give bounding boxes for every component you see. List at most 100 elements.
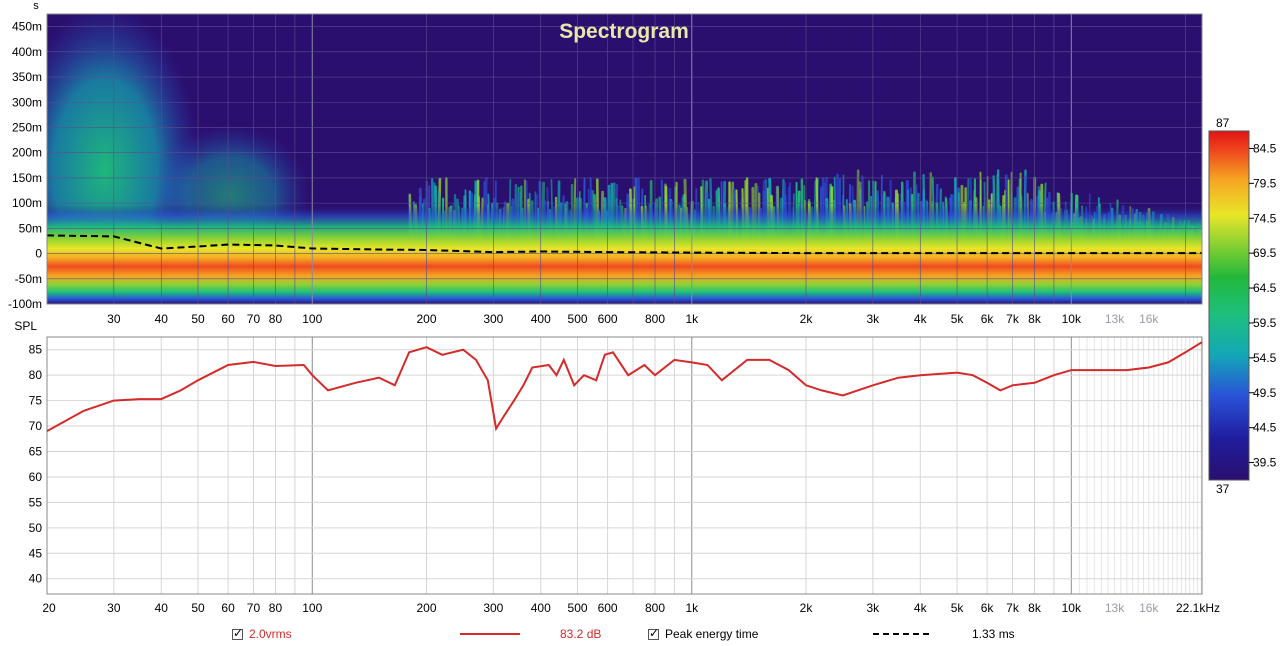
spl-y-tick-label: 40 [29, 572, 43, 586]
spl-x-tick-label: 8k [1028, 601, 1042, 615]
spectrogram-y-tick-label: -100m [8, 297, 42, 311]
spl-x-tick-label: 200 [416, 601, 436, 615]
colorbar-tick-label: 44.5 [1253, 421, 1277, 435]
peak-energy-value: 1.33 ms [972, 627, 1015, 641]
peak-energy-time-line [46, 234, 1202, 255]
spectrogram-y-tick-label: -50m [15, 272, 42, 286]
spl-x-tick-label: 80 [269, 601, 283, 615]
spl-x-tick-label: 1k [685, 601, 699, 615]
spectrogram-x-tick-label: 6k [981, 312, 995, 326]
peak-energy-label: Peak energy time [665, 627, 759, 641]
peak-dash-sample [873, 633, 929, 635]
spl-x-ticks: 20 30 40 50 60 70 80 100 200 300 400 500 600 800 1k 2k 3… [42, 601, 1220, 615]
colorbar-tick-label: 54.5 [1253, 351, 1277, 365]
spl-x-tick-label: 70 [247, 601, 261, 615]
peak-energy-toggle[interactable]: Peak energy time [648, 624, 758, 644]
spectrogram-y-tick-label: 100m [12, 196, 42, 210]
spectrogram-y-tick-label: 150m [12, 171, 42, 185]
spectrogram-x-ticks: 30 40 50 60 70 80 100 200 300 400 500 600 800 1k 2k 3k 4… [107, 312, 1159, 326]
spectrogram-y-tick-label: 0 [35, 247, 42, 261]
spectrogram-x-tick-label: 40 [155, 312, 169, 326]
spectrogram-y-tick-label: 50m [19, 221, 42, 235]
spl-x-tick-label: 40 [155, 601, 169, 615]
colorbar-min-label: 37 [1216, 482, 1230, 496]
colorbar-tick-label: 74.5 [1253, 211, 1277, 225]
spectrogram-x-tick-label: 7k [1006, 312, 1020, 326]
spectrogram-y-tick-label: 250m [12, 120, 42, 134]
spl-y-tick-label: 55 [29, 495, 43, 509]
spectrogram-x-tick-label: 70 [247, 312, 261, 326]
spl-y-axis-label: SPL [14, 319, 37, 333]
spl-x-tick-label: 300 [483, 601, 503, 615]
spectrogram-y-tick-label: 450m [12, 20, 42, 34]
spectrogram-x-tick-label: 13k [1105, 312, 1125, 326]
spl-x-tick-label: 600 [598, 601, 618, 615]
spectrogram-x-tick-label: 80 [269, 312, 283, 326]
spl-x-tick-label: 16k [1139, 601, 1159, 615]
spectrogram-heatmap [47, 14, 1202, 304]
spl-x-tick-label: 3k [867, 601, 881, 615]
spl-y-tick-label: 75 [29, 394, 43, 408]
spectrogram-y-unit: s [33, 0, 39, 12]
spectrogram-x-tick-label: 10k [1062, 312, 1082, 326]
spl-series-line [46, 341, 1203, 432]
level-label: 2.0vrms [249, 627, 292, 641]
spl-y-tick-label: 50 [29, 521, 43, 535]
spl-x-tick-label: 7k [1006, 601, 1020, 615]
colorbar-tick-label: 39.5 [1253, 456, 1277, 470]
spectrogram-chart: Spectrogram s 450m 400m 350m 300m 250m 200m 15… [8, 0, 1277, 615]
spectrogram-y-tick-label: 400m [12, 45, 42, 59]
colorbar-tick-label: 49.5 [1253, 386, 1277, 400]
spl-y-ticks: 85 80 75 70 65 60 55 50 45 40 [29, 343, 43, 586]
spectrogram-x-tick-label: 300 [483, 312, 503, 326]
spectrogram-x-tick-label: 200 [416, 312, 436, 326]
spl-legend-swatch [460, 624, 520, 644]
spl-panel: SPL 85 80 75 70 65 60 55 50 45 40 20 30 40 50 60 70 80 1… [14, 319, 1220, 615]
legend: 2.0vrms 83.2 dB Peak energy time 1.33 ms [0, 624, 1284, 644]
spectrogram-x-tick-label: 100 [302, 312, 322, 326]
spl-x-tick-label: 60 [221, 601, 235, 615]
spectrogram-x-tick-label: 60 [221, 312, 235, 326]
spectrogram-energy-band [47, 205, 1202, 304]
spectrogram-y-tick-label: 200m [12, 146, 42, 160]
spectrogram-y-ticks: 450m 400m 350m 300m 250m 200m 150m 100m 50m 0 -50m… [8, 20, 42, 311]
spl-x-tick-label: 6k [981, 601, 995, 615]
peak-legend-swatch [873, 624, 929, 644]
spectrogram-x-tick-label: 4k [914, 312, 928, 326]
spl-x-tick-label: 500 [568, 601, 588, 615]
spl-grid [46, 337, 1202, 594]
colorbar-tick-label: 64.5 [1253, 281, 1277, 295]
spl-legend-value: 83.2 dB [560, 624, 601, 644]
colorbar-max-label: 87 [1216, 116, 1230, 130]
spectrogram-y-tick-label: 350m [12, 70, 42, 84]
peak-legend-value: 1.33 ms [972, 624, 1015, 644]
level-toggle[interactable]: 2.0vrms [232, 624, 292, 644]
spectrogram-x-tick-label: 50 [191, 312, 205, 326]
spectrogram-x-tick-label: 500 [568, 312, 588, 326]
spl-x-tick-label: 30 [107, 601, 121, 615]
colorbar-tick-label: 59.5 [1253, 316, 1277, 330]
spectrogram-x-tick-label: 3k [867, 312, 881, 326]
spectrogram-x-tick-label: 800 [645, 312, 665, 326]
level-checkbox[interactable] [232, 626, 243, 640]
spl-y-tick-label: 65 [29, 445, 43, 459]
spectrogram-title: Spectrogram [559, 20, 689, 43]
colorbar: 87 37 84.5 79.5 74.5 69.5 64.5 59.5 54.5 49.5 44… [1208, 116, 1277, 496]
spl-y-tick-label: 45 [29, 546, 43, 560]
colorbar-tick-label: 69.5 [1253, 246, 1277, 260]
spl-y-tick-label: 80 [29, 368, 43, 382]
spl-x-tick-label: 13k [1105, 601, 1125, 615]
spectrogram-x-tick-label: 1k [685, 312, 699, 326]
spl-x-tick-label: 10k [1062, 601, 1082, 615]
spl-plot-area [47, 337, 1202, 594]
peak-energy-checkbox[interactable] [648, 626, 659, 640]
colorbar-gradient [1208, 130, 1250, 481]
colorbar-tick-label: 84.5 [1253, 141, 1277, 155]
spectrogram-x-tick-label: 600 [598, 312, 618, 326]
colorbar-ticks: 84.5 79.5 74.5 69.5 64.5 59.5 54.5 49.5 44.5 39.5 [1249, 141, 1277, 470]
spl-x-tick-label: 100 [302, 601, 322, 615]
spl-frame [46, 336, 1203, 595]
spectrogram-x-tick-label: 16k [1139, 312, 1159, 326]
spl-x-tick-label: 4k [914, 601, 928, 615]
spl-line-sample [460, 633, 520, 635]
